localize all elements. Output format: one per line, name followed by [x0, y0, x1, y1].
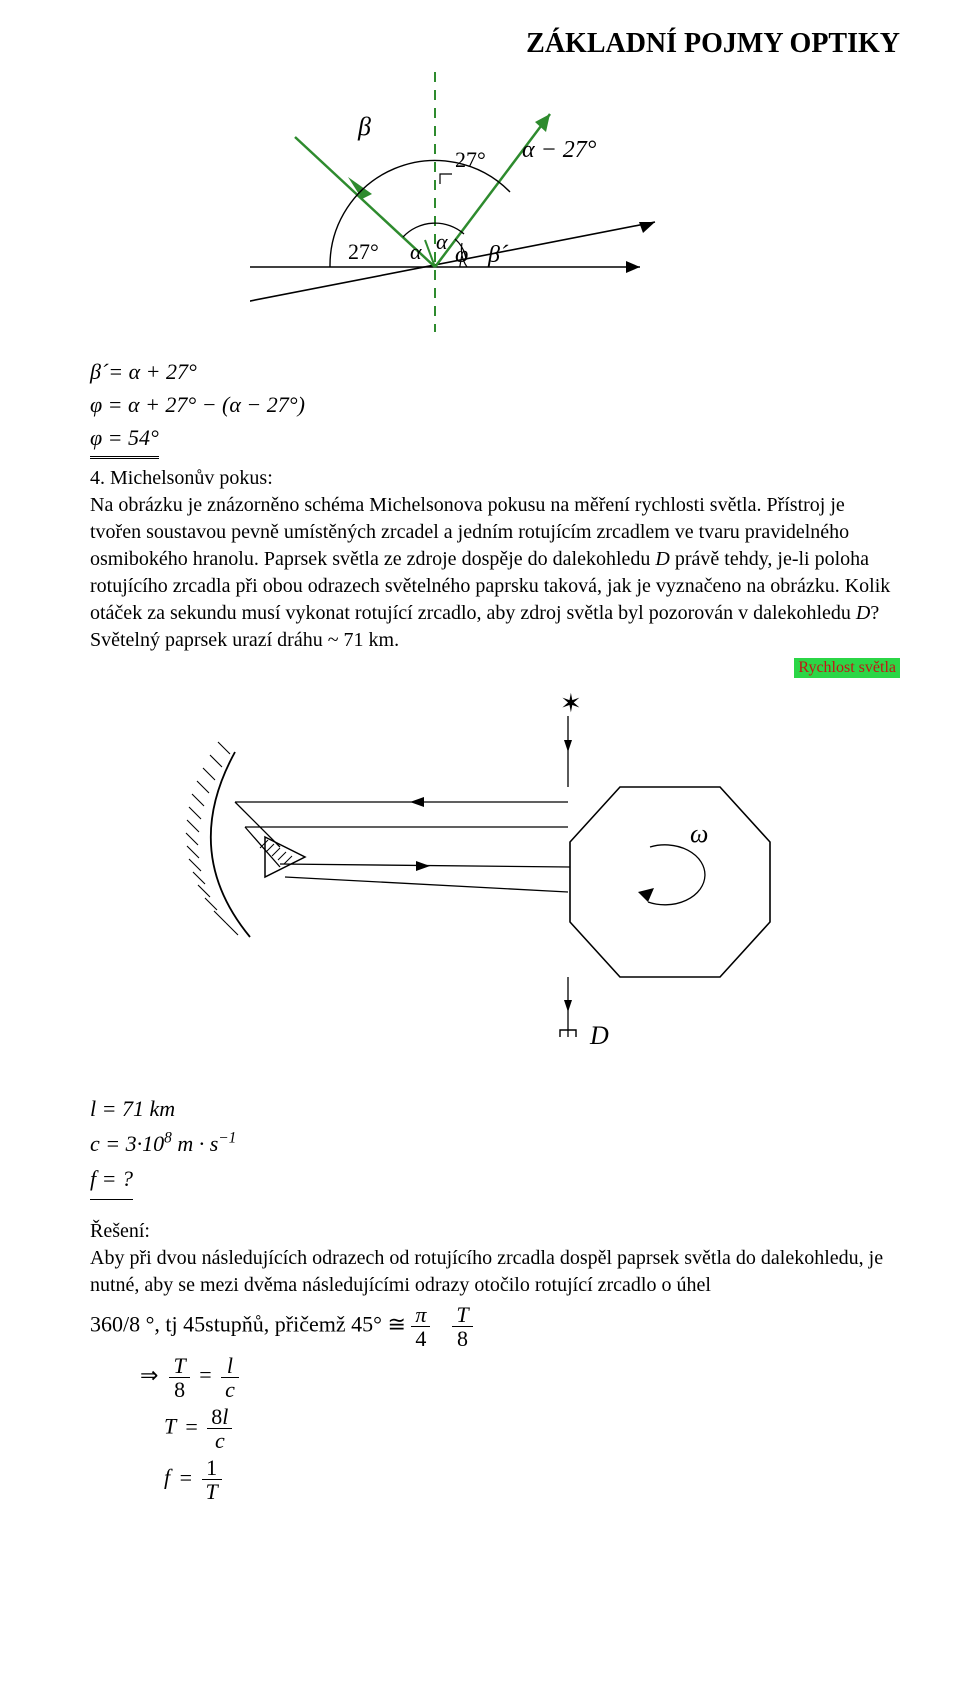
- speed-of-light-highlight: Rychlost světla: [794, 658, 900, 678]
- given-block: l = 71 km c = 3·108 m · s−1 f = ?: [90, 1091, 900, 1200]
- label-beta-prime: β´: [487, 242, 509, 268]
- label-phi: φ: [455, 242, 468, 268]
- svg-text:✶: ✶: [560, 692, 582, 718]
- eq-betaprime: β´= α + 27°: [90, 355, 900, 388]
- label-beta: β: [357, 112, 371, 141]
- label-alpha-minus-27: α − 27°: [522, 137, 597, 163]
- michelson-svg: ✶ ω: [160, 692, 810, 1062]
- page-title: ZÁKLADNÍ POJMY OPTIKY: [90, 28, 900, 60]
- problem-D1: D: [655, 548, 669, 570]
- problem-block: 4. Michelsonův pokus: Na obrázku je znáz…: [90, 465, 900, 654]
- label-omega: ω: [690, 819, 708, 848]
- page: ZÁKLADNÍ POJMY OPTIKY: [0, 0, 960, 1689]
- given-c: c = 3·108 m · s−1: [90, 1126, 900, 1161]
- solution-body: Aby při dvou následujících odrazech od r…: [90, 1245, 900, 1299]
- eq-f-1T: f = 1T: [140, 1456, 900, 1503]
- eq-phi-result: φ = 54°: [90, 421, 159, 459]
- eq-T-8lc: T = 8lc: [140, 1405, 900, 1452]
- given-l: l = 71 km: [90, 1091, 900, 1126]
- figure-angle-diagram: β 27° α − 27° 27° α α φ β´: [250, 72, 900, 337]
- label-D: D: [589, 1021, 609, 1050]
- label-alpha-right: α: [436, 229, 448, 254]
- angle-diagram-svg: β 27° α − 27° 27° α α φ β´: [250, 72, 670, 332]
- eq-T8-lc: ⇒ T8 = lc: [140, 1354, 900, 1401]
- label-27-left: 27°: [348, 239, 379, 264]
- solution-heading: Řešení:: [90, 1220, 900, 1243]
- problem-number: 4.: [90, 467, 105, 489]
- problem-D2: D: [856, 602, 870, 624]
- label-27-top: 27°: [455, 147, 486, 172]
- eq-phi-expand: φ = α + 27° − (α − 27°): [90, 388, 900, 421]
- problem-title: Michelsonův pokus:: [105, 467, 273, 489]
- given-f: f = ?: [90, 1161, 133, 1199]
- equations-block-1: β´= α + 27° φ = α + 27° − (α − 27°) φ = …: [90, 355, 900, 459]
- figure-michelson: ✶ ω: [160, 692, 900, 1067]
- solution-line-45deg: 360/8 °, tj 45stupňů, přičemž 45° ≅ π4 T…: [90, 1303, 900, 1350]
- label-alpha-left: α: [410, 239, 422, 264]
